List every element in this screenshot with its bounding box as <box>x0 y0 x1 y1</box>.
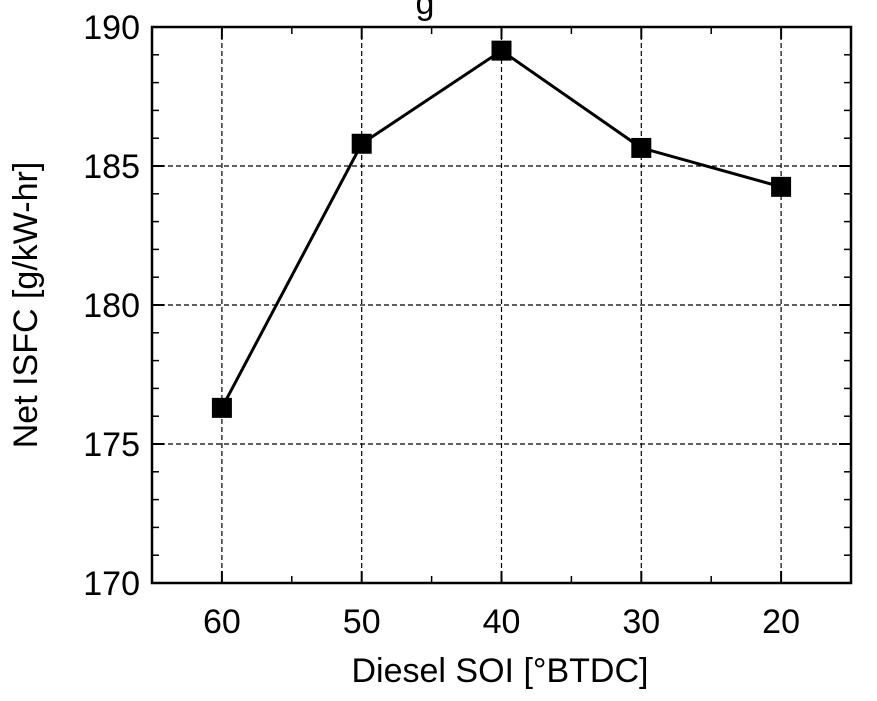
grid <box>152 27 851 583</box>
data-point-marker <box>771 176 792 197</box>
data-point-marker <box>351 133 372 154</box>
y-tick-label: 190 <box>83 9 140 47</box>
x-tick-label: 20 <box>762 603 800 641</box>
x-axis-title: Diesel SOI [°BTDC] <box>352 652 649 690</box>
x-tick-label: 30 <box>622 603 660 641</box>
x-tick-label: 40 <box>483 603 521 641</box>
y-tick-label: 175 <box>83 426 140 464</box>
chart-title-fragment: g <box>416 0 435 22</box>
x-tick-label: 50 <box>343 603 381 641</box>
data-point-marker <box>211 397 232 418</box>
data-point-marker <box>491 40 512 61</box>
tick-labels: 60 50 40 30 20 170 175 180 185 190 <box>83 9 800 641</box>
x-tick-label: 60 <box>203 603 241 641</box>
data-point-marker <box>631 137 652 158</box>
y-tick-label: 170 <box>83 565 140 603</box>
series-layer <box>211 40 792 418</box>
y-tick-label: 185 <box>83 148 140 186</box>
y-tick-label: 180 <box>83 287 140 325</box>
y-axis-title: Net ISFC [g/kW-hr] <box>7 162 45 449</box>
plot-frame <box>150 25 853 585</box>
